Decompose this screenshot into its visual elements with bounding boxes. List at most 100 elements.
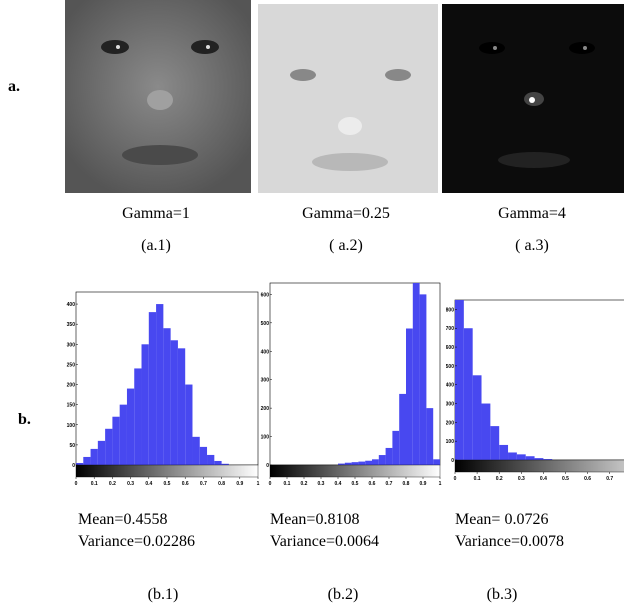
y-tick-label: 0 xyxy=(451,458,454,464)
bar xyxy=(385,447,393,465)
bar xyxy=(141,344,149,465)
x-tick-label: 0.3 xyxy=(518,476,525,482)
y-tick-label: 500 xyxy=(261,321,270,327)
bar xyxy=(90,448,98,465)
y-tick-label: 100 xyxy=(446,439,454,445)
y-tick-label: 250 xyxy=(67,362,76,368)
bar xyxy=(134,368,142,465)
x-tick-label: 0.9 xyxy=(420,481,427,487)
bar xyxy=(433,459,440,465)
bar xyxy=(508,452,517,460)
x-tick-label: 0.7 xyxy=(386,481,393,487)
histogram: 0 100 200 300 400 500 600 0 0.1 0.2 0.3 0.4 0.5 0.6 0.… xyxy=(261,282,442,487)
bar xyxy=(97,440,106,465)
x-tick-label: 0 xyxy=(269,481,272,487)
bar xyxy=(83,456,91,465)
panel-id: (b.2) xyxy=(327,586,359,603)
bar xyxy=(199,446,208,465)
bar xyxy=(525,456,535,460)
y-tick-label: 50 xyxy=(69,443,75,449)
y-tick-label: 100 xyxy=(67,423,76,429)
bar xyxy=(105,428,113,465)
y-tick-label: 400 xyxy=(67,302,76,308)
bar xyxy=(126,388,135,465)
bar xyxy=(365,460,372,465)
bar xyxy=(177,348,186,465)
y-tick-label: 300 xyxy=(446,402,454,408)
bar xyxy=(490,426,500,460)
y-tick-label: 200 xyxy=(446,420,454,426)
bar xyxy=(207,454,215,465)
x-tick-label: 0.1 xyxy=(284,481,291,487)
x-tick-label: 0.5 xyxy=(352,481,359,487)
panel-id: (b.1) xyxy=(147,586,179,603)
bar xyxy=(170,340,178,465)
x-tick-label: 0.5 xyxy=(164,481,171,487)
bar xyxy=(185,384,193,465)
bar xyxy=(148,312,157,465)
x-tick-label: 0.1 xyxy=(474,476,481,482)
y-tick-label: 600 xyxy=(261,292,270,298)
bar xyxy=(481,403,491,460)
bar xyxy=(392,430,400,465)
x-tick-label: 0.3 xyxy=(318,481,325,487)
bar xyxy=(351,462,359,465)
bar xyxy=(358,461,366,465)
face-image xyxy=(258,4,438,193)
mean-text: Mean= 0.0726 xyxy=(455,511,549,528)
y-tick-label: 700 xyxy=(446,326,454,332)
bar xyxy=(76,462,84,465)
bar xyxy=(399,393,406,465)
x-tick-label: 0.3 xyxy=(127,481,134,487)
face-image xyxy=(65,0,251,193)
y-tick-label: 400 xyxy=(261,349,270,355)
bar xyxy=(156,304,164,465)
bar xyxy=(214,460,222,465)
x-tick-label: 0.8 xyxy=(403,481,410,487)
bar xyxy=(119,404,127,465)
y-tick-label: 150 xyxy=(67,403,76,409)
x-tick-label: 0.1 xyxy=(91,481,98,487)
histogram: 0 100 200 300 400 500 600 700 800 0 0.1 0.2 0.3 0.4 0.… xyxy=(446,299,624,482)
bar xyxy=(372,459,379,465)
x-tick-label: 0.2 xyxy=(109,481,116,487)
bar xyxy=(338,463,345,465)
variance-text: Variance=0.02286 xyxy=(78,533,195,550)
colorbar xyxy=(269,464,441,478)
bar xyxy=(419,294,427,465)
y-tick-label: 300 xyxy=(261,378,270,384)
bar xyxy=(344,462,352,465)
variance-text: Variance=0.0078 xyxy=(455,533,564,550)
caption: Gamma=0.25 xyxy=(302,205,390,222)
bar xyxy=(499,444,509,460)
mean-text: Mean=0.4558 xyxy=(78,511,168,528)
x-tick-label: 0.7 xyxy=(606,476,613,482)
x-tick-label: 0.6 xyxy=(584,476,591,482)
y-tick-label: 400 xyxy=(446,383,454,389)
y-tick-label: 0 xyxy=(72,463,75,469)
x-tick-label: 0.6 xyxy=(182,481,189,487)
y-tick-label: 100 xyxy=(261,435,270,441)
bar xyxy=(516,454,526,460)
histogram: 0 50 100 150 200 250 300 350 400 0 0.1 0.2 0.3 0.4 0.5… xyxy=(67,291,260,487)
x-tick-label: 0.9 xyxy=(236,481,243,487)
x-tick-label: 0 xyxy=(75,481,78,487)
bar xyxy=(221,463,229,465)
x-tick-label: 0.2 xyxy=(301,481,308,487)
y-tick-label: 500 xyxy=(446,364,454,370)
bar xyxy=(112,416,120,465)
caption: Gamma=4 xyxy=(498,205,566,222)
bar xyxy=(426,408,434,465)
bar xyxy=(543,459,553,460)
bar xyxy=(163,328,171,465)
bar xyxy=(472,375,482,460)
x-tick-label: 0.2 xyxy=(496,476,503,482)
x-tick-label: 0.4 xyxy=(145,481,152,487)
x-tick-label: 0.4 xyxy=(335,481,342,487)
bar xyxy=(378,455,386,465)
y-tick-label: 200 xyxy=(261,406,270,412)
x-tick-label: 0 xyxy=(454,476,457,482)
y-tick-label: 600 xyxy=(446,345,454,351)
x-tick-label: 1 xyxy=(257,481,260,487)
